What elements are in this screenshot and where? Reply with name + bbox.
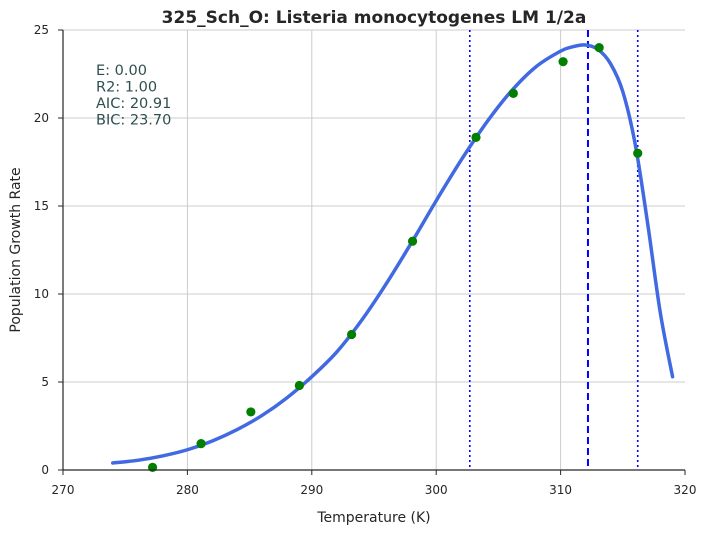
chart-title: 325_Sch_O: Listeria monocytogenes LM 1/2… <box>162 8 587 28</box>
axes-layer <box>58 29 686 475</box>
fit-statistic-line: E: 0.00 <box>96 63 147 79</box>
data-point <box>508 88 518 98</box>
x-tick-label: 310 <box>549 483 572 497</box>
fit-statistic-line: R2: 1.00 <box>96 80 157 96</box>
data-point <box>294 380 304 391</box>
y-tick-label: 10 <box>34 287 49 301</box>
y-tick-label: 25 <box>34 23 49 37</box>
fit-statistic-line: BIC: 23.70 <box>96 113 171 129</box>
fit-curve <box>111 43 675 465</box>
fit-curve-layer <box>111 43 675 465</box>
y-tick-label: 0 <box>41 463 49 477</box>
y-tick-label: 5 <box>41 375 49 389</box>
data-point <box>196 439 206 449</box>
x-tick-label: 290 <box>300 483 323 497</box>
x-tick-label: 300 <box>425 483 448 497</box>
y-tick-label: 20 <box>34 111 49 125</box>
tick-labels: 270 280 290 300 310 320 0 5 10 15 20 25 <box>34 23 697 497</box>
data-point <box>246 407 256 417</box>
data-point <box>633 148 643 158</box>
data-point <box>558 57 568 67</box>
y-axis-label: Population Growth Rate <box>8 167 24 332</box>
data-points-layer <box>147 43 643 472</box>
x-tick-label: 270 <box>52 483 75 497</box>
data-point <box>471 132 481 142</box>
data-point <box>347 329 357 340</box>
reference-lines <box>468 30 639 470</box>
grid-layer <box>63 29 685 470</box>
fit-statistic-line: AIC: 20.91 <box>96 96 171 112</box>
y-tick-label: 15 <box>34 199 49 213</box>
x-tick-label: 280 <box>176 483 199 497</box>
x-axis-label: Temperature (K) <box>316 510 430 526</box>
data-point <box>594 43 604 53</box>
data-point <box>407 236 418 246</box>
x-tick-label: 320 <box>674 483 697 497</box>
